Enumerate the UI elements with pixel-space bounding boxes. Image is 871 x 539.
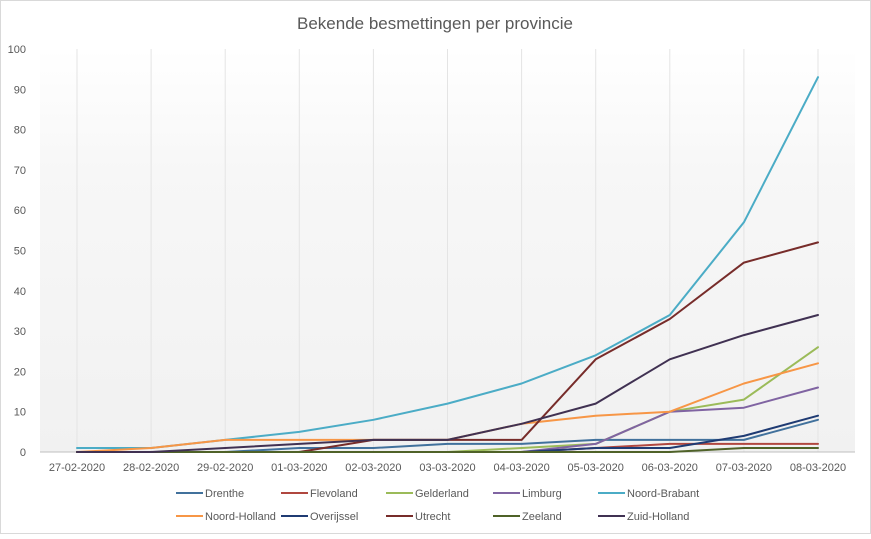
- legend-item-noord-brabant[interactable]: Noord-Brabant: [598, 488, 699, 500]
- legend-label: Utrecht: [415, 511, 450, 523]
- legend[interactable]: Drenthe Flevoland Gelderland Limburg Noord-B…: [176, 488, 699, 523]
- legend-label: Gelderland: [415, 488, 469, 500]
- y-tick-label: 80: [14, 125, 26, 137]
- y-tick-label: 90: [14, 84, 26, 96]
- series-line-zuid-holland: [76, 314, 819, 453]
- legend-label: Zeeland: [522, 511, 562, 523]
- chart-title: Bekende besmettingen per provincie: [297, 14, 573, 33]
- legend-label: Noord-Brabant: [627, 488, 699, 500]
- x-tick-label: 08-03-2020: [790, 462, 846, 474]
- x-tick-label: 04-03-2020: [493, 462, 549, 474]
- y-axis-tick-labels: 0 10 20 30 40 50 60 70 80 90 100: [8, 44, 26, 459]
- series-lines: [76, 76, 819, 453]
- legend-item-flevoland[interactable]: Flevoland: [281, 488, 358, 500]
- legend-item-gelderland[interactable]: Gelderland: [386, 488, 469, 500]
- x-tick-label: 05-03-2020: [568, 462, 624, 474]
- legend-label: Drenthe: [205, 488, 244, 500]
- y-tick-label: 40: [14, 286, 26, 298]
- x-tick-label: 06-03-2020: [642, 462, 698, 474]
- series-line-zeeland: [76, 447, 819, 453]
- x-tick-label: 27-02-2020: [49, 462, 105, 474]
- y-tick-label: 0: [20, 447, 26, 459]
- y-tick-label: 50: [14, 246, 26, 258]
- legend-item-noord-holland[interactable]: Noord-Holland: [176, 511, 276, 523]
- legend-label: Overijssel: [310, 511, 358, 523]
- y-tick-label: 70: [14, 165, 26, 177]
- legend-label: Flevoland: [310, 488, 358, 500]
- x-tick-label: 29-02-2020: [197, 462, 253, 474]
- legend-item-zuid-holland[interactable]: Zuid-Holland: [598, 511, 689, 523]
- y-tick-label: 100: [8, 44, 26, 56]
- legend-item-utrecht[interactable]: Utrecht: [386, 511, 450, 523]
- x-tick-label: 01-03-2020: [271, 462, 327, 474]
- legend-label: Noord-Holland: [205, 511, 276, 523]
- gridlines: [40, 49, 855, 453]
- y-tick-label: 20: [14, 366, 26, 378]
- legend-item-limburg[interactable]: Limburg: [493, 488, 562, 500]
- legend-label: Limburg: [522, 488, 562, 500]
- x-tick-label: 02-03-2020: [345, 462, 401, 474]
- x-axis-tick-labels: 27-02-2020 28-02-2020 29-02-2020 01-03-2020…: [49, 462, 846, 474]
- y-tick-label: 10: [14, 407, 26, 419]
- x-tick-label: 28-02-2020: [123, 462, 179, 474]
- legend-item-zeeland[interactable]: Zeeland: [493, 511, 562, 523]
- legend-item-drenthe[interactable]: Drenthe: [176, 488, 244, 500]
- legend-item-overijssel[interactable]: Overijssel: [281, 511, 358, 523]
- x-tick-label: 03-03-2020: [419, 462, 475, 474]
- x-tick-label: 07-03-2020: [716, 462, 772, 474]
- legend-label: Zuid-Holland: [627, 511, 689, 523]
- y-tick-label: 60: [14, 205, 26, 217]
- y-tick-label: 30: [14, 326, 26, 338]
